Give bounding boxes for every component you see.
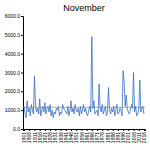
tick-mark [21, 16, 23, 17]
tick-mark [21, 35, 23, 36]
tick-label: 2000.0 [5, 88, 21, 94]
plot-area [23, 37, 145, 118]
tick-mark [139, 129, 140, 131]
tick-mark [29, 129, 30, 131]
tick-label: 5000.0 [5, 32, 21, 38]
tick-mark [71, 129, 72, 131]
tick: 1000.0 [5, 107, 23, 113]
tick-label: 0.0 [13, 126, 20, 132]
tick-mark [97, 129, 98, 131]
axis-line [24, 130, 146, 132]
x-axis: 1901190619111916192119261931193619411946… [21, 129, 147, 143]
tick: 2016 [141, 129, 147, 143]
tick-mark [81, 129, 82, 131]
tick-mark [55, 129, 56, 131]
data-line [24, 37, 144, 118]
tick-label: 4000.0 [5, 51, 21, 57]
tick-mark [118, 129, 119, 131]
tick-mark [87, 129, 88, 131]
tick-mark [45, 129, 46, 131]
tick-mark [34, 129, 35, 131]
tick-mark [21, 129, 23, 130]
tick-mark [24, 129, 25, 131]
tick-mark [128, 129, 129, 131]
tick-mark [134, 129, 135, 131]
tick: 3000.0 [5, 70, 23, 76]
axis-line [21, 17, 24, 130]
tick-mark [113, 129, 114, 131]
tick-mark [21, 54, 23, 55]
tick-mark [21, 91, 23, 92]
tick-label: 6000.0 [5, 13, 21, 19]
tick-mark [21, 73, 23, 74]
tick: 0.0 [13, 126, 23, 132]
tick-mark [76, 129, 77, 131]
tick: 4000.0 [5, 51, 23, 57]
tick-mark [92, 129, 93, 131]
tick-mark [40, 129, 41, 131]
tick-mark [102, 129, 103, 131]
tick-mark [66, 129, 67, 131]
tick-mark [50, 129, 51, 131]
tick-mark [107, 129, 108, 131]
tick-mark [21, 110, 23, 111]
tick-mark [123, 129, 124, 131]
tick-label: 2016 [141, 132, 147, 143]
tick-mark [61, 129, 62, 131]
y-axis: 0.0 1000.0 2000.0 3000.0 4000.0 5000.0 6000.0 [5, 13, 24, 132]
tick: 6000.0 [5, 13, 23, 19]
tick: 5000.0 [5, 32, 23, 38]
tick-label: 3000.0 [5, 70, 21, 76]
chart: 1901190619111916192119261931193619411946… [0, 0, 150, 150]
title: November [63, 3, 105, 13]
tick: 2000.0 [5, 88, 23, 94]
tick-mark [144, 129, 145, 131]
tick-label: 1000.0 [5, 107, 21, 113]
